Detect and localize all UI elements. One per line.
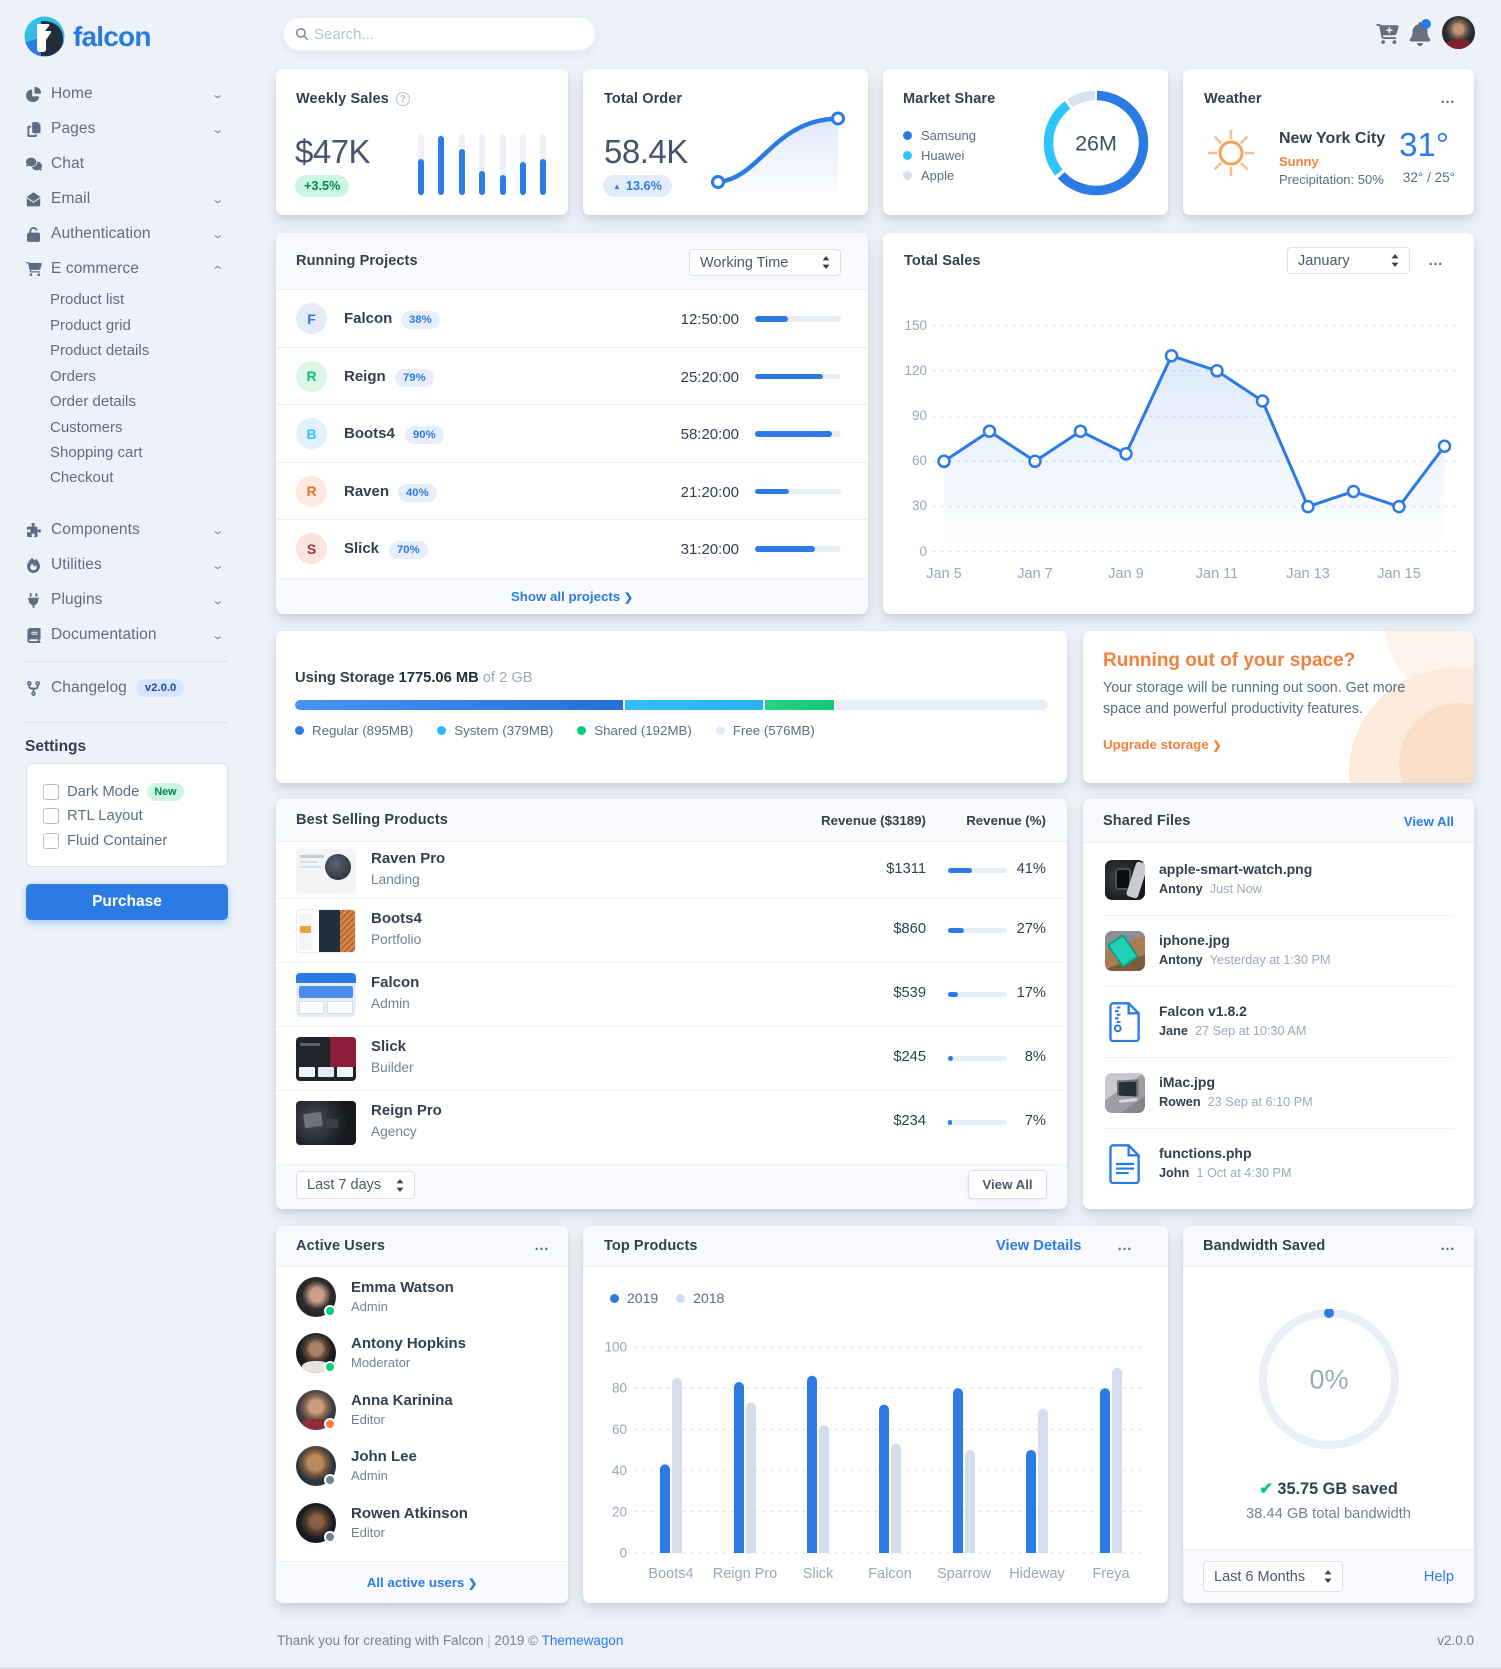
svg-text:Jan 13: Jan 13 [1286, 566, 1330, 582]
svg-text:30: 30 [912, 498, 927, 513]
svg-text:Slick: Slick [803, 1566, 834, 1582]
svg-text:40: 40 [612, 1463, 627, 1478]
svg-text:Jan 5: Jan 5 [926, 566, 961, 582]
svg-text:Hideway: Hideway [1009, 1566, 1065, 1582]
svg-text:Sparrow: Sparrow [937, 1566, 992, 1582]
svg-text:60: 60 [912, 453, 927, 468]
svg-text:Jan 9: Jan 9 [1108, 566, 1143, 582]
svg-text:90: 90 [912, 408, 927, 423]
svg-text:Jan 11: Jan 11 [1196, 566, 1238, 582]
svg-text:Jan 7: Jan 7 [1017, 566, 1052, 582]
svg-text:26M: 26M [1075, 132, 1117, 156]
svg-text:20: 20 [612, 1504, 627, 1519]
svg-text:Reign Pro: Reign Pro [713, 1566, 777, 1582]
svg-text:Falcon: Falcon [868, 1566, 912, 1582]
svg-text:Freya: Freya [1092, 1566, 1130, 1582]
svg-text:100: 100 [604, 1340, 627, 1355]
svg-text:Jan 15: Jan 15 [1377, 566, 1421, 582]
svg-text:120: 120 [904, 363, 927, 378]
svg-text:Boots4: Boots4 [648, 1566, 693, 1582]
svg-text:150: 150 [904, 318, 927, 333]
svg-text:0: 0 [619, 1546, 627, 1561]
svg-text:80: 80 [612, 1381, 627, 1396]
svg-text:60: 60 [612, 1422, 627, 1437]
svg-text:0: 0 [919, 544, 927, 559]
svg-text:0%: 0% [1309, 1365, 1348, 1395]
